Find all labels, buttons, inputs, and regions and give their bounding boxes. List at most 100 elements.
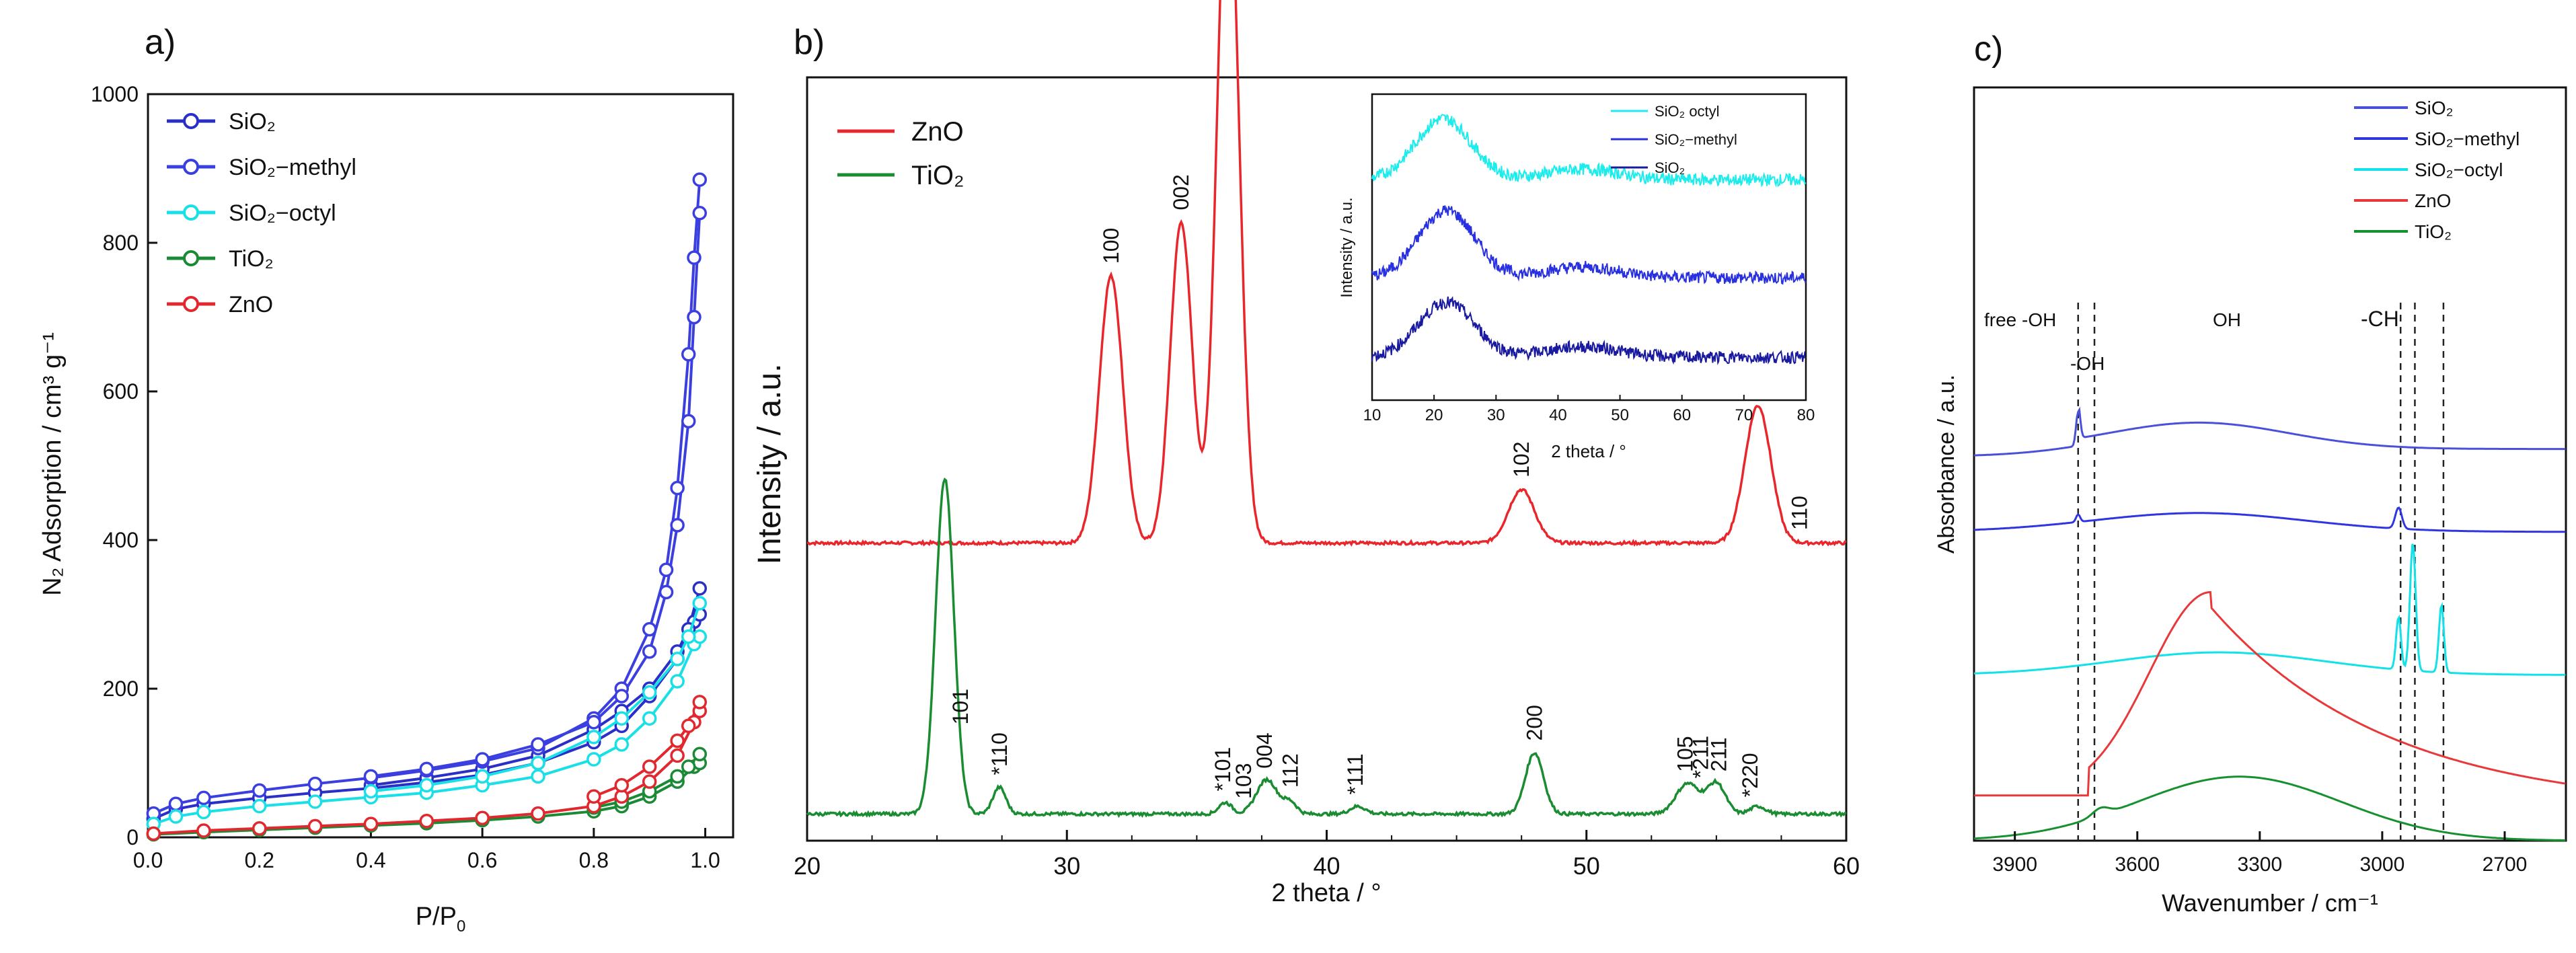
data-point <box>586 730 601 745</box>
legend-label: TiO₂ <box>911 161 964 190</box>
x-tick-label: 1.0 <box>690 848 720 872</box>
x-tick-label: 20 <box>794 852 821 880</box>
series-line-TiO₂ <box>1973 775 2566 841</box>
legend-marker <box>183 204 199 221</box>
data-point <box>614 689 630 703</box>
data-point <box>475 752 490 767</box>
panel-c-frame <box>1973 86 2567 842</box>
data-point <box>692 695 708 710</box>
inset-x-tick-label: 80 <box>1797 406 1815 424</box>
data-point <box>196 823 211 838</box>
inset-ylabel: Intensity / a.u. <box>1338 197 1356 297</box>
inset-series-line <box>1371 296 1807 365</box>
legend-marker <box>183 159 199 175</box>
data-point <box>531 769 545 784</box>
x-tick-label: 3600 <box>2115 853 2160 876</box>
data-point <box>168 796 184 812</box>
annotation-oh-bonded: -OH <box>2070 353 2105 374</box>
y-tick-label: 800 <box>103 231 139 255</box>
data-point <box>168 809 184 824</box>
x-tick-label: 30 <box>1053 852 1080 880</box>
data-point <box>531 806 545 821</box>
data-point <box>419 813 434 829</box>
inset-frame <box>1371 93 1807 402</box>
data-point <box>419 761 434 777</box>
data-point <box>681 414 696 428</box>
legend-label: ZnO <box>2415 190 2451 211</box>
data-point <box>531 755 545 771</box>
data-point <box>681 629 696 644</box>
panel-b-xlabel: 2 theta / ° <box>1271 879 1381 907</box>
data-point <box>692 747 708 761</box>
data-point <box>475 810 490 826</box>
data-point <box>681 347 696 362</box>
legend-label: SiO₂−octyl <box>229 200 336 226</box>
y-tick-label: 600 <box>103 379 139 404</box>
data-point <box>419 777 434 793</box>
data-point <box>363 816 379 831</box>
inset-x-tick-label: 10 <box>1363 406 1381 424</box>
peak-label: *101 <box>1211 747 1235 792</box>
peak-label: *111 <box>1343 753 1367 794</box>
peak-label: 102 <box>1509 442 1533 478</box>
panel-c: c) 3900 3600 3300 3000 2700 SiO₂ SiO₂−methyl S… <box>1934 30 2567 917</box>
panel-b-label: b) <box>794 23 825 62</box>
legend-label: TiO₂ <box>229 246 274 272</box>
series-line-SiO₂ <box>1973 406 2566 457</box>
peak-label: *211 <box>1689 736 1713 778</box>
data-point <box>642 621 657 637</box>
data-point <box>642 685 657 700</box>
data-point <box>681 759 696 774</box>
legend-label: SiO₂−methyl <box>2415 128 2520 149</box>
legend-label: TiO₂ <box>2415 221 2452 242</box>
panel-c-xlabel: Wavenumber / cm⁻¹ <box>2162 889 2378 917</box>
data-point <box>687 309 702 325</box>
data-point <box>692 172 708 187</box>
inset-legend-label: SiO₂−methyl <box>1655 131 1737 148</box>
peak-label: 211 <box>1707 737 1731 771</box>
data-point <box>307 776 323 792</box>
data-point <box>586 714 601 730</box>
data-point <box>642 711 657 726</box>
data-point <box>670 674 685 689</box>
data-point <box>670 480 685 496</box>
panel-a: a) 0.0 0.2 0.4 0.6 0.8 1.0 0 200 400 600 800 1000 S… <box>38 23 734 936</box>
legend-label: SiO₂−methyl <box>229 155 356 180</box>
y-tick-label: 200 <box>103 677 139 701</box>
data-point <box>196 804 211 820</box>
panel-c-ylabel: Absorbance / a.u. <box>1934 375 1959 554</box>
desorption-line <box>371 213 702 778</box>
data-point <box>681 718 696 733</box>
x-tick-label: 0.8 <box>579 848 609 872</box>
legend-label: ZnO <box>911 117 964 147</box>
data-point <box>642 774 657 789</box>
data-point <box>531 737 545 752</box>
series-SiO₂−methyl <box>146 172 708 821</box>
data-point <box>586 752 601 767</box>
data-point <box>692 596 708 611</box>
x-tick-label: 60 <box>1833 852 1860 880</box>
y-tick-label: 0 <box>126 825 139 849</box>
x-tick-label: 2700 <box>2483 853 2528 876</box>
panel-b-ylabel: Intensity / a.u. <box>752 364 788 565</box>
panel-a-label: a) <box>145 23 176 62</box>
inset-x-tick-label: 60 <box>1673 406 1691 424</box>
y-tick-label: 400 <box>103 528 139 552</box>
data-point <box>614 777 630 793</box>
data-point <box>252 783 267 798</box>
data-point <box>687 250 702 265</box>
data-point <box>670 652 685 666</box>
series-line-ZnO <box>806 0 1847 547</box>
x-tick-label: 3000 <box>2360 853 2405 876</box>
series-line-TiO₂ <box>806 477 1847 818</box>
peak-label: 112 <box>1278 753 1302 788</box>
desorption-line <box>371 603 702 793</box>
peak-label: 101 <box>948 689 973 724</box>
legend-marker <box>183 113 199 129</box>
data-point <box>363 769 379 784</box>
peak-label: 105 <box>1673 736 1698 771</box>
x-tick-label: 40 <box>1313 852 1340 880</box>
peak-label: 110 <box>1787 496 1811 530</box>
data-point <box>363 784 379 799</box>
